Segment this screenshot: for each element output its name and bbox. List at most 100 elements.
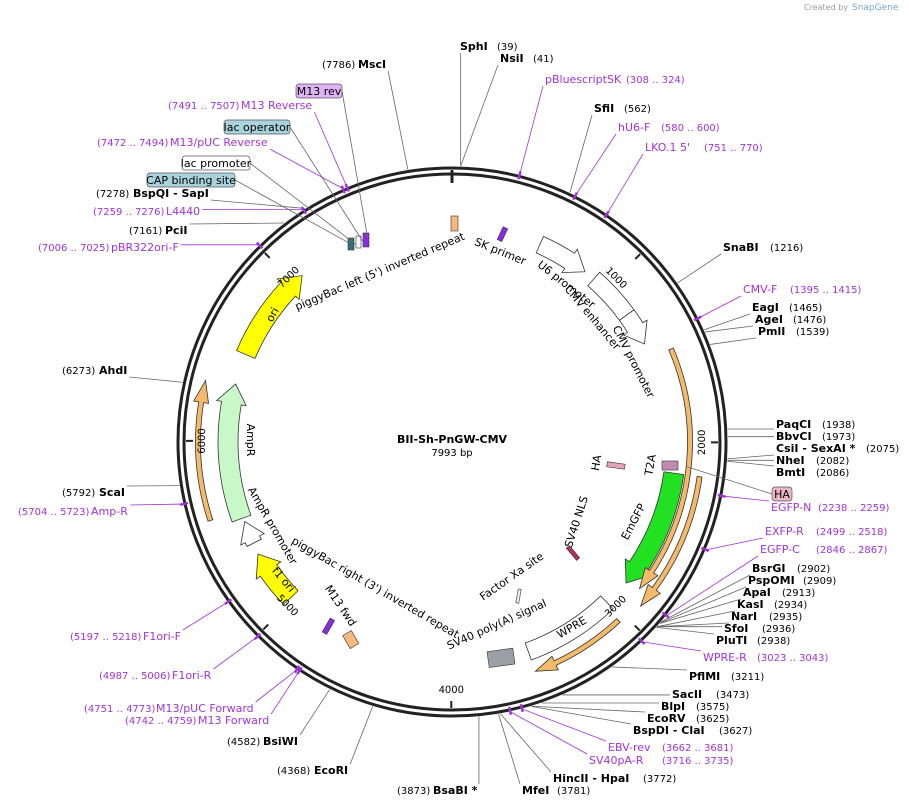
primer-range: (7259 .. 7276) [93, 207, 165, 218]
enzyme: SfoI (2936) [724, 622, 795, 635]
leader-line [705, 537, 764, 551]
primer-site [321, 617, 336, 635]
enzyme: SfiI (562) [594, 102, 651, 115]
primer: (7472 .. 7494) M13/pUC Reverse [97, 136, 268, 149]
feature-label: Factor Xa site [477, 550, 546, 604]
enzyme-position: (1465) [789, 303, 822, 314]
enzyme-name: BmtI [776, 466, 805, 479]
xa-site [515, 588, 522, 604]
feature-arrow [638, 347, 693, 590]
enzyme-position: (2902) [797, 564, 830, 575]
enzyme: NsiI (41) [500, 52, 554, 65]
brand: SnapGene [852, 3, 899, 13]
leader-line [606, 153, 644, 214]
enzyme: CsiI - SexAI * (2075) [776, 442, 899, 455]
enzyme-position: (1216) [770, 243, 803, 254]
tick-mark [634, 253, 641, 260]
enzyme-name: ApaI [743, 586, 771, 599]
enzyme: BmtI (2086) [776, 466, 849, 479]
enzyme-position: (2934) [774, 600, 807, 611]
enzyme-position: (3781) [557, 786, 590, 797]
primer-name: L4440 [166, 205, 200, 218]
enzyme-name: AgeI [755, 313, 783, 326]
primer-range: (3716 .. 3735) [662, 756, 734, 767]
leader-line [269, 148, 344, 189]
enzyme-position: (3625) [696, 714, 729, 725]
enzyme-position: (3575) [696, 702, 729, 713]
enzyme-name: SfiI [594, 102, 614, 115]
enzyme: EagI (1465) [752, 301, 822, 314]
tick-label: 2000 [697, 430, 708, 455]
primer-name: Amp-R [91, 505, 128, 518]
enzyme-position: (6273) [62, 366, 95, 377]
enzyme-position: (41) [533, 54, 554, 65]
primer-range: (5197 .. 5218) [70, 632, 142, 643]
ha-box [606, 461, 626, 470]
primer: (7259 .. 7276) L4440 [93, 205, 200, 218]
primer-range: (4742 .. 4759) [125, 716, 197, 727]
primer: (4987 .. 5006) F1ori-R [99, 669, 212, 682]
enzyme-position: (3873) [397, 786, 430, 797]
feature-label: AmpR promoter [245, 485, 300, 568]
enzyme-position: (1476) [793, 315, 826, 326]
label-box [771, 486, 793, 502]
boxed-label: lac operator [224, 121, 291, 134]
enzyme-position: (3772) [643, 774, 676, 785]
boxed-label: HA [774, 488, 790, 501]
enzyme: EcoRV (3625) [647, 712, 729, 725]
label-box [146, 172, 236, 188]
leader-line [666, 555, 759, 617]
feature-label: SV40 NLS [562, 494, 591, 549]
leader-line [299, 689, 331, 736]
outer-ring [176, 166, 728, 718]
primer-range: (2499 .. 2518) [816, 527, 888, 538]
primer-name: WPRE-R [703, 651, 747, 664]
enzyme: (7278) BspQI - SapI [96, 187, 209, 200]
leader-line [727, 460, 775, 467]
leader-line [569, 114, 593, 193]
primer-range: (7472 .. 7494) [97, 138, 169, 149]
primer-name: LKO.1 5' [645, 141, 690, 154]
enzyme-position: (7786) [322, 60, 355, 71]
enzyme-name: NsiI [500, 52, 524, 65]
leader-line [519, 85, 544, 175]
primer: SV40pA-R (3716 .. 3735) [589, 754, 734, 767]
primer-mark [519, 703, 525, 713]
polya-box [486, 647, 516, 668]
label-box [223, 119, 291, 135]
primer-name: pBR322ori-F [111, 241, 179, 254]
primer-range: (580 .. 600) [661, 123, 720, 134]
primer-mark [253, 632, 262, 641]
primer: (5197 .. 5218) F1ori-F [70, 630, 181, 643]
feature-label: HA [589, 454, 605, 472]
leader-line [661, 574, 751, 622]
leader-line [704, 313, 751, 331]
primer: (7491 .. 7507) M13 Reverse [168, 99, 312, 112]
tick-label: 3000 [603, 594, 629, 620]
enzyme-name: PflMI [689, 670, 720, 683]
primer-name: EBV-rev [608, 741, 651, 754]
enzyme: SacII (3473) [672, 688, 749, 701]
primer-site [496, 226, 509, 243]
primer-name: EGFP-C [760, 543, 800, 556]
feature-label: T2A [642, 453, 659, 478]
enzyme-name: EagI [752, 301, 779, 314]
nls-site [565, 545, 581, 561]
feature-arrow [255, 553, 299, 606]
feature-arrow [236, 275, 303, 359]
primer-mark [661, 611, 670, 619]
enzyme-name: SfoI [724, 622, 748, 635]
enzyme-name: EcoRI [314, 764, 348, 777]
primer-range: (4987 .. 5006) [99, 671, 171, 682]
leader-line [531, 705, 646, 713]
enzyme: PaqCI (1938) [776, 418, 855, 431]
enzyme: (4582) BsiWI [227, 735, 298, 748]
enzyme-name: PspOMI [748, 574, 795, 587]
primer: EGFP-N (2238 .. 2259) [771, 501, 890, 514]
label-box [295, 83, 343, 99]
primer: EGFP-C (2846 .. 2867) [760, 543, 888, 556]
enzyme: PluTI (2938) [716, 634, 790, 647]
leader-line [234, 179, 352, 245]
enzyme: NarI (2935) [731, 610, 802, 623]
enzyme-position: (3211) [731, 672, 764, 683]
